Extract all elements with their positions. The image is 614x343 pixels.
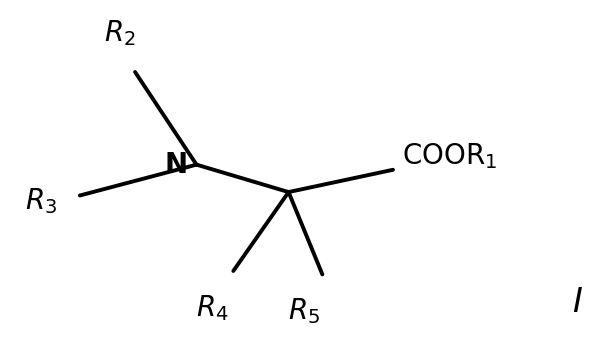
Text: COOR$_1$: COOR$_1$ bbox=[402, 141, 497, 171]
Text: N: N bbox=[164, 151, 187, 179]
Text: I: I bbox=[572, 286, 582, 319]
Text: $R_2$: $R_2$ bbox=[104, 18, 136, 48]
Text: $R_4$: $R_4$ bbox=[195, 293, 228, 323]
Text: $R_5$: $R_5$ bbox=[288, 297, 320, 327]
Text: $R_3$: $R_3$ bbox=[25, 186, 56, 215]
